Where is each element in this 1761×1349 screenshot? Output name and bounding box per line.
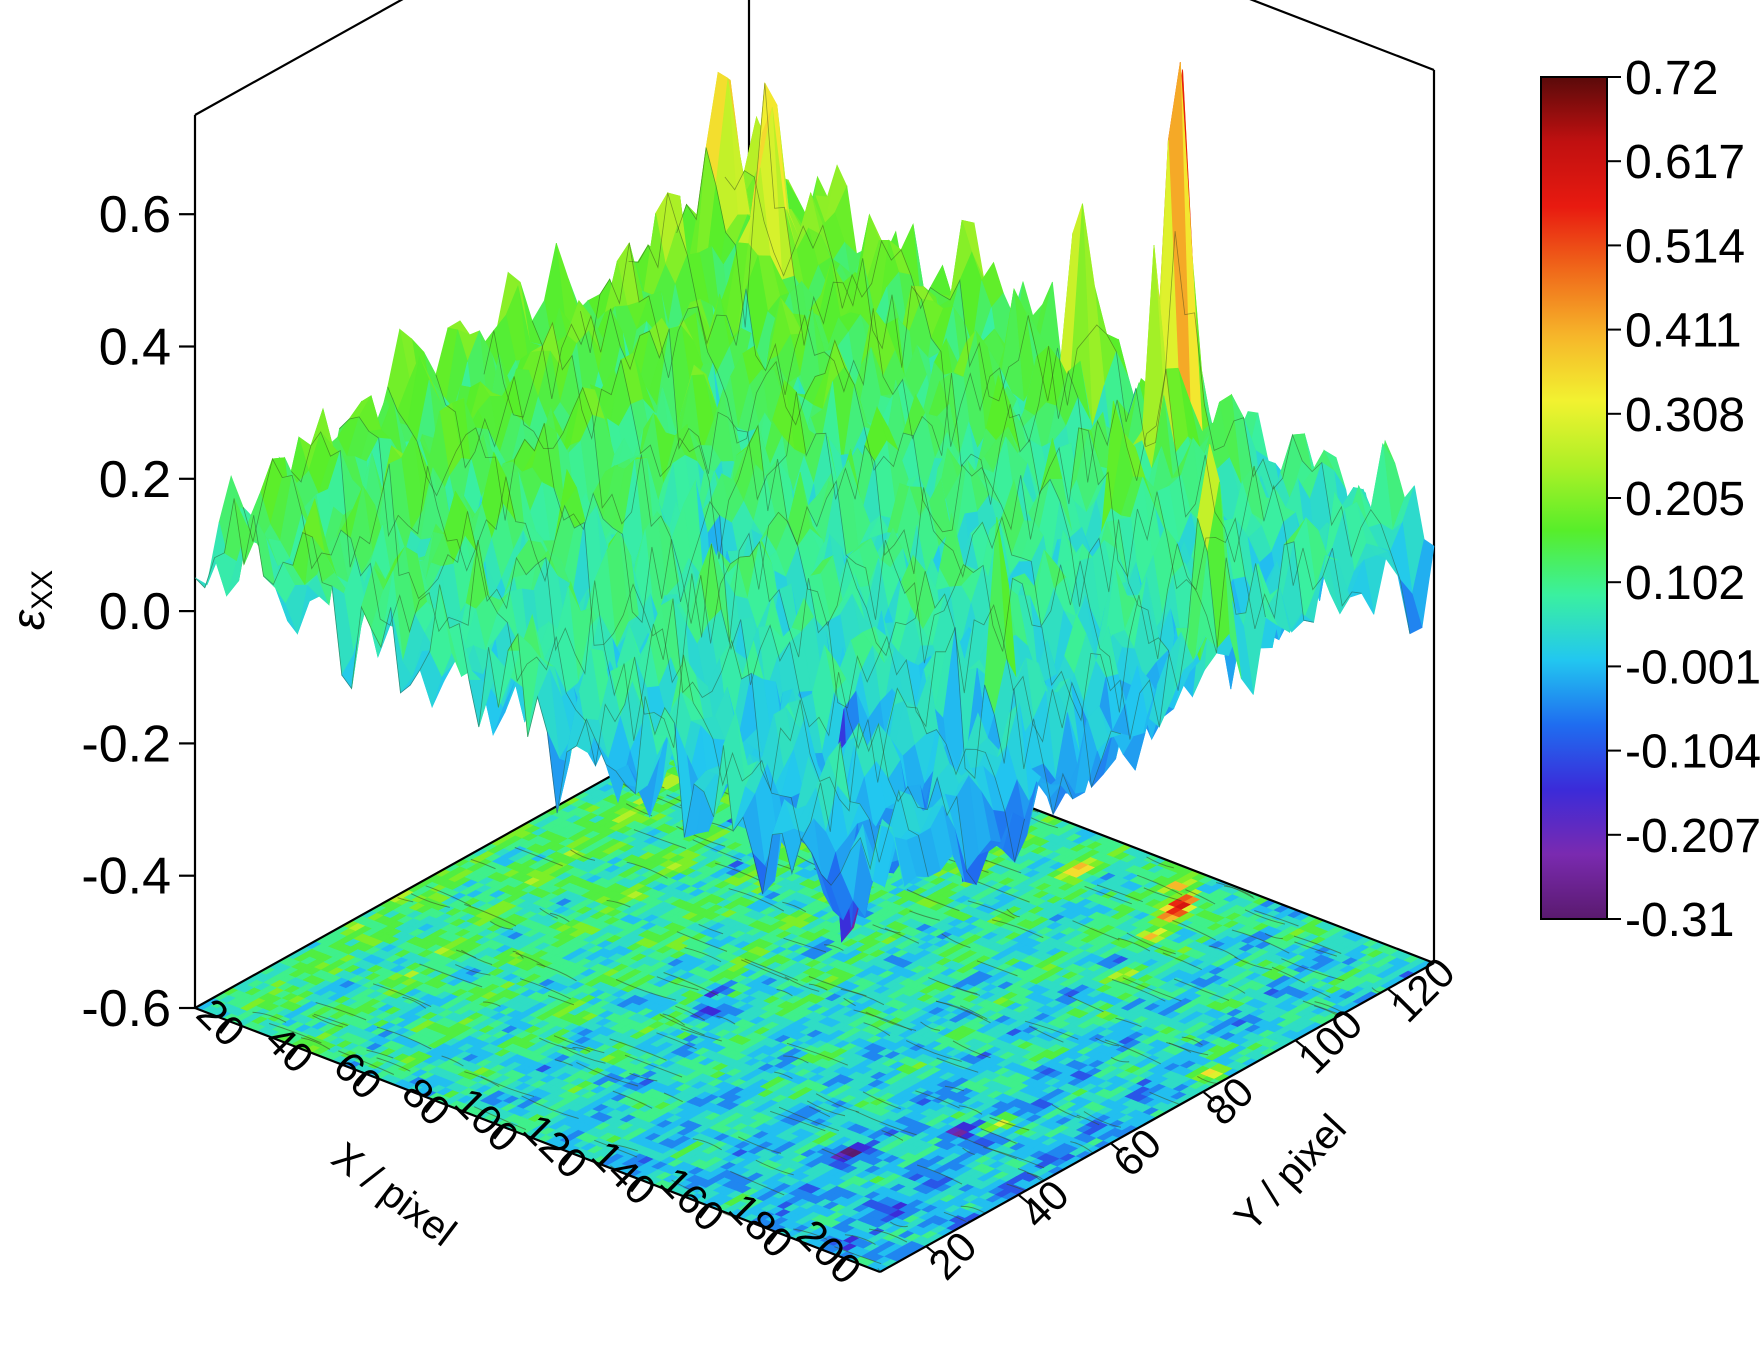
chart: -0.6-0.4-0.20.00.20.40.6 εXX 20 40 60 80100… bbox=[2, 0, 1761, 1293]
